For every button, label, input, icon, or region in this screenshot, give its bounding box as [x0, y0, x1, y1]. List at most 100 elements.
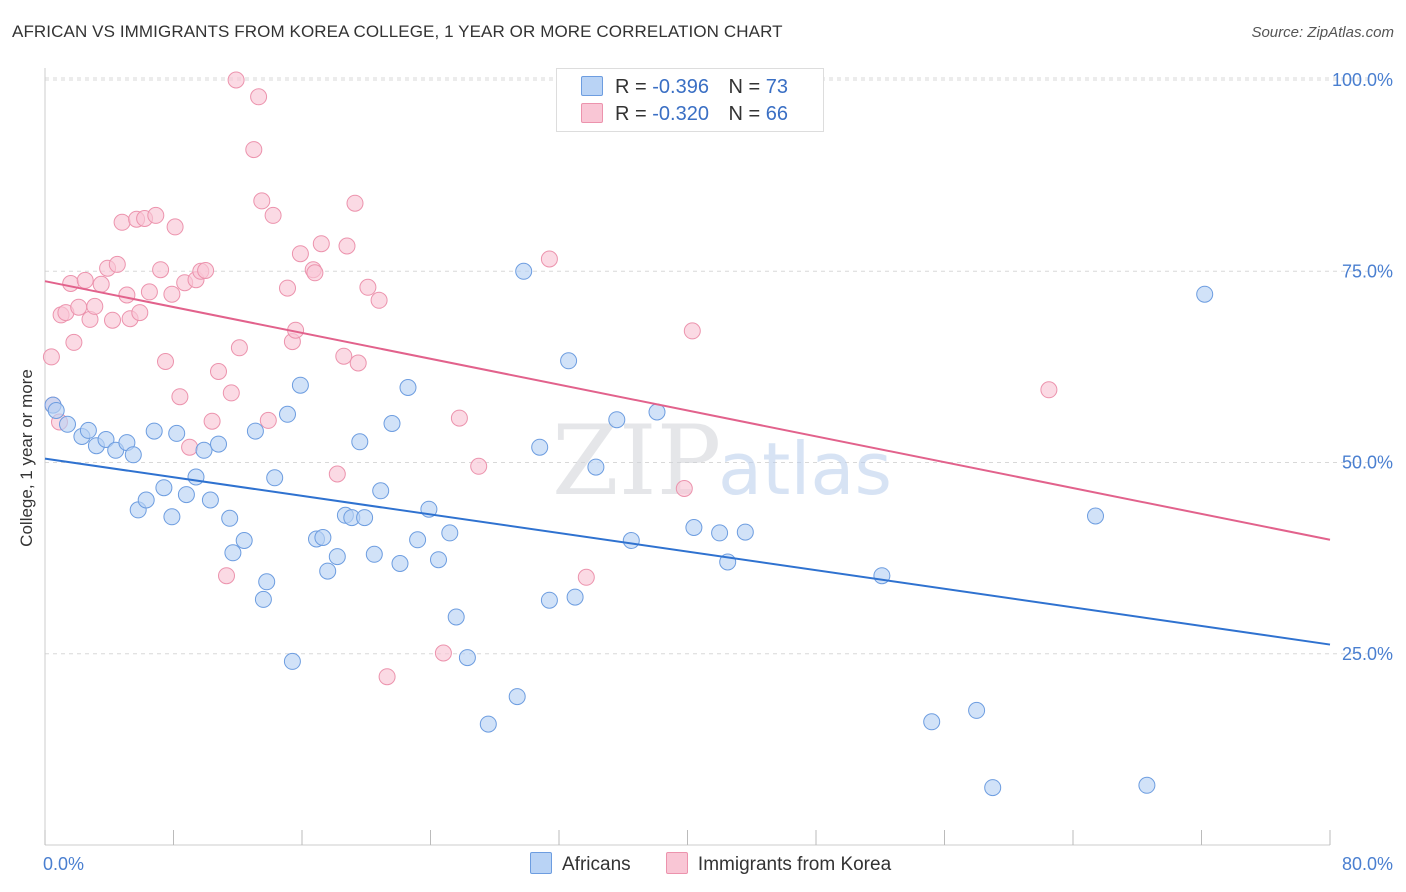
point-korea — [222, 384, 240, 402]
point-korea — [346, 194, 364, 212]
watermark: ZIP atlas — [552, 405, 892, 517]
point-africans — [409, 531, 427, 549]
y-tick-label: 75.0% — [1342, 261, 1393, 281]
point-korea — [227, 71, 245, 89]
point-korea — [253, 192, 271, 210]
point-africans — [224, 544, 242, 562]
series-africans-points — [44, 262, 1214, 797]
point-africans — [430, 551, 447, 569]
point-africans — [155, 479, 173, 497]
point-korea — [203, 412, 221, 430]
legend-n-label: N = — [728, 76, 761, 98]
legend-swatch-blue — [530, 852, 552, 874]
point-africans — [587, 458, 605, 476]
point-africans — [458, 649, 476, 667]
point-korea — [113, 213, 131, 231]
point-korea — [92, 275, 110, 293]
point-africans — [515, 262, 533, 280]
point-africans — [711, 524, 729, 542]
point-africans — [279, 405, 296, 423]
point-africans — [283, 652, 301, 670]
source-credit: Source: ZipAtlas.com — [1251, 24, 1394, 41]
gridlines — [45, 77, 1370, 655]
point-africans — [1196, 285, 1214, 303]
point-korea — [1040, 381, 1058, 399]
point-korea — [683, 322, 701, 340]
point-africans — [372, 482, 390, 500]
trend-lines — [44, 280, 1331, 646]
point-korea — [335, 347, 353, 365]
point-africans — [266, 469, 284, 487]
point-korea — [42, 348, 60, 366]
point-korea — [131, 304, 149, 322]
point-africans — [923, 713, 941, 731]
point-africans — [79, 421, 97, 439]
point-africans — [319, 562, 337, 580]
point-korea — [65, 333, 83, 351]
point-korea — [306, 264, 324, 282]
legend-r-value: -0.320 — [652, 103, 709, 125]
legend-label-africans: Africans — [562, 854, 631, 875]
point-korea — [577, 568, 595, 586]
point-korea — [540, 250, 558, 268]
point-africans — [124, 446, 142, 464]
point-korea — [370, 291, 388, 309]
axis-labels: 0.0% 80.0% College, 1 year or more 25.0%… — [17, 70, 1393, 874]
point-africans — [328, 548, 346, 566]
point-africans — [531, 438, 549, 456]
point-korea — [470, 457, 488, 475]
point-korea — [338, 237, 356, 255]
point-korea — [171, 388, 189, 406]
point-korea — [250, 88, 268, 106]
point-korea — [166, 218, 184, 236]
point-korea — [359, 278, 377, 296]
trend-line-korea — [44, 280, 1331, 541]
point-africans — [566, 588, 584, 606]
legend-swatch-pink — [665, 852, 688, 874]
point-africans — [968, 701, 986, 719]
point-korea — [152, 261, 170, 279]
point-africans — [356, 509, 374, 527]
point-africans — [383, 415, 401, 432]
point-korea — [378, 668, 396, 686]
point-korea — [349, 354, 367, 372]
stats-legend: R = -0.396 N = 73 R = -0.320 N = 66 — [556, 68, 824, 132]
point-africans — [508, 688, 526, 706]
y-axis-title: College, 1 year or more — [17, 369, 36, 547]
point-korea — [86, 297, 104, 315]
y-tick-label: 50.0% — [1342, 453, 1393, 473]
point-korea — [76, 271, 94, 289]
point-korea — [434, 644, 452, 662]
point-korea — [450, 409, 468, 427]
point-korea — [163, 285, 181, 303]
point-africans — [608, 411, 626, 429]
point-africans — [685, 519, 703, 536]
point-korea — [104, 311, 121, 329]
axes — [44, 68, 1331, 846]
series-legend: Africans Immigrants from Korea — [530, 852, 921, 876]
point-africans — [479, 715, 497, 733]
watermark-atlas: atlas — [718, 427, 892, 511]
legend-row-korea: R = -0.320 N = 66 — [581, 101, 788, 127]
point-korea — [291, 245, 309, 263]
point-korea — [675, 480, 693, 497]
point-africans — [399, 379, 417, 396]
point-africans — [984, 779, 1002, 797]
legend-n-label: N = — [728, 103, 761, 125]
point-korea — [245, 141, 263, 159]
legend-r-label: R = — [615, 103, 647, 125]
point-korea — [264, 206, 282, 224]
point-korea — [62, 275, 80, 292]
point-africans — [540, 591, 558, 609]
point-africans — [622, 532, 640, 549]
point-africans — [221, 509, 239, 527]
point-korea — [312, 235, 330, 253]
point-africans — [210, 435, 227, 453]
point-korea — [118, 286, 136, 304]
y-tick-label: 100.0% — [1332, 70, 1393, 90]
legend-item-africans: Africans — [530, 852, 631, 876]
point-korea — [70, 298, 88, 316]
y-tick-label: 25.0% — [1342, 644, 1393, 664]
point-africans — [187, 468, 205, 486]
